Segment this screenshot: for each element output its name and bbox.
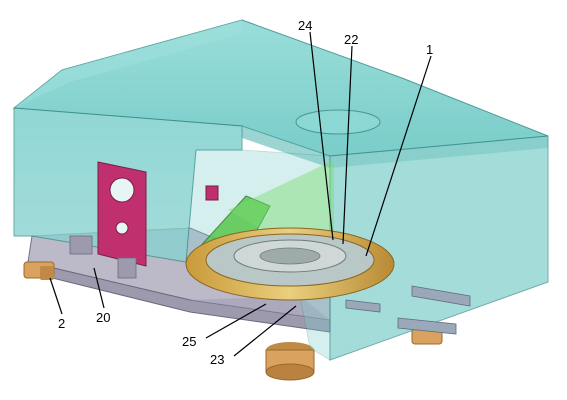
callout-20: 20	[96, 310, 110, 325]
leader-22	[342, 45, 353, 245]
leader-lines	[49, 31, 432, 357]
rails	[69, 235, 471, 335]
leader-2	[49, 277, 63, 315]
copper-foot-left	[23, 261, 55, 280]
callout-1: 1	[426, 42, 433, 57]
rotary-ring	[185, 227, 395, 301]
callout-22: 22	[344, 32, 358, 47]
leader-23	[233, 305, 297, 357]
callout-25: 25	[182, 334, 196, 349]
leader-24	[309, 31, 334, 241]
leader-1	[365, 55, 432, 257]
leader-20	[93, 267, 105, 309]
callout-24: 24	[298, 18, 312, 33]
rear-bracket	[205, 185, 219, 201]
callout-2: 2	[58, 316, 65, 331]
callout-23: 23	[210, 352, 224, 367]
copper-foot-center	[265, 342, 315, 381]
leader-25	[205, 303, 267, 339]
translucent-housing	[12, 19, 549, 361]
mounting-plate	[97, 161, 147, 267]
